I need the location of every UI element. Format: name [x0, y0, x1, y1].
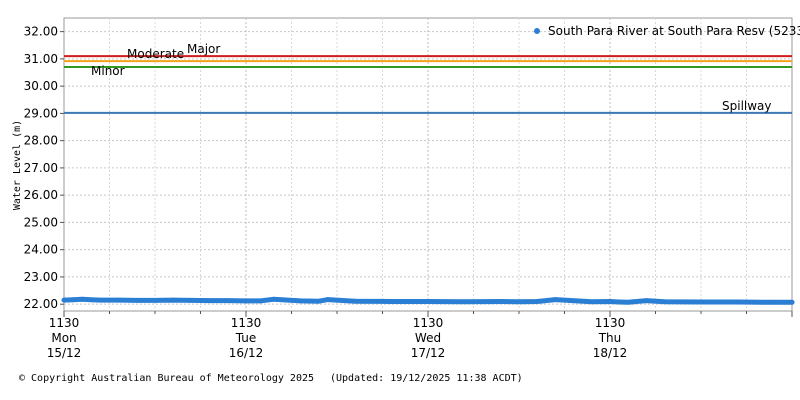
data-point — [589, 299, 595, 305]
y-tick-label: 24.00 — [24, 243, 58, 257]
y-tick-label: 23.00 — [24, 270, 58, 284]
data-point — [225, 298, 231, 304]
data-point — [534, 299, 540, 304]
data-point — [425, 299, 431, 304]
x-tick-label-time: 1130 — [49, 316, 80, 330]
data-point — [625, 299, 631, 305]
data-point — [152, 297, 158, 303]
legend-label: South Para River at South Para Resv (523… — [548, 24, 800, 38]
data-point — [616, 299, 622, 305]
data-point — [498, 299, 504, 304]
y-tick-label: 30.00 — [24, 79, 58, 93]
y-tick-label: 28.00 — [24, 134, 58, 148]
data-point — [70, 297, 76, 303]
data-point — [644, 298, 649, 304]
x-tick-label-date: 16/12 — [229, 346, 264, 360]
series-layer — [61, 296, 795, 305]
data-point — [735, 299, 740, 305]
y-tick-label: 26.00 — [24, 188, 58, 202]
data-point — [553, 297, 558, 302]
data-point — [389, 299, 394, 304]
data-point — [207, 298, 213, 304]
legend-marker — [534, 28, 540, 34]
y-tick-label: 29.00 — [24, 106, 58, 120]
data-point — [662, 299, 667, 305]
threshold-label-spillway: Spillway — [722, 99, 772, 113]
series-line — [61, 296, 795, 305]
data-point — [607, 299, 613, 304]
y-tick-label: 32.00 — [24, 25, 58, 39]
legend: South Para River at South Para Resv (523… — [534, 24, 800, 38]
data-point — [789, 299, 795, 305]
x-tick-label-day: Mon — [51, 331, 76, 345]
data-point — [698, 299, 704, 305]
data-point — [79, 296, 85, 302]
data-point — [316, 298, 322, 304]
y-tick-label: 22.00 — [24, 297, 58, 311]
x-tick-label-date: 17/12 — [411, 346, 446, 360]
data-point — [88, 297, 94, 303]
data-point — [170, 297, 176, 303]
y-axis-label: Water Level (m) — [12, 120, 23, 210]
data-point — [134, 297, 140, 303]
data-point — [771, 299, 777, 305]
copyright-text: © Copyright Australian Bureau of Meteoro… — [19, 373, 315, 384]
data-point — [258, 298, 263, 304]
data-point — [116, 297, 121, 303]
x-axis: 1130Mon15/121130Tue16/121130Wed17/121130… — [47, 311, 793, 360]
x-tick-label-day: Tue — [235, 331, 257, 345]
data-point — [243, 298, 249, 304]
y-tick-label: 27.00 — [24, 161, 58, 175]
threshold-label-minor: Minor — [91, 64, 125, 78]
data-point — [462, 299, 467, 305]
x-tick-label-time: 1130 — [595, 316, 626, 330]
y-tick-label: 31.00 — [24, 52, 58, 66]
x-tick-label-date: 15/12 — [47, 346, 82, 360]
x-tick-label-date: 18/12 — [593, 346, 628, 360]
data-point — [352, 298, 358, 304]
updated-text: (Updated: 19/12/2025 11:38 ACDT) — [330, 373, 523, 384]
data-point — [61, 297, 67, 303]
data-point — [298, 298, 303, 304]
y-axis: 32.00 31.00 30.00 29.00 28.00 27.00 26.00 25.00… — [24, 25, 64, 311]
x-tick-label-time: 1130 — [413, 316, 444, 330]
y-tick-label: 25.00 — [24, 215, 58, 229]
data-point — [325, 297, 331, 302]
x-tick-label-day: Wed — [415, 331, 441, 345]
threshold-label-major: Major — [187, 42, 220, 56]
x-tick-label-time: 1130 — [231, 316, 262, 330]
data-point — [270, 296, 276, 302]
data-point — [98, 297, 103, 303]
x-tick-label-day: Thu — [598, 331, 622, 345]
data-point — [516, 299, 522, 305]
threshold-label-moderate: Moderate — [127, 47, 184, 61]
data-point — [189, 297, 194, 303]
